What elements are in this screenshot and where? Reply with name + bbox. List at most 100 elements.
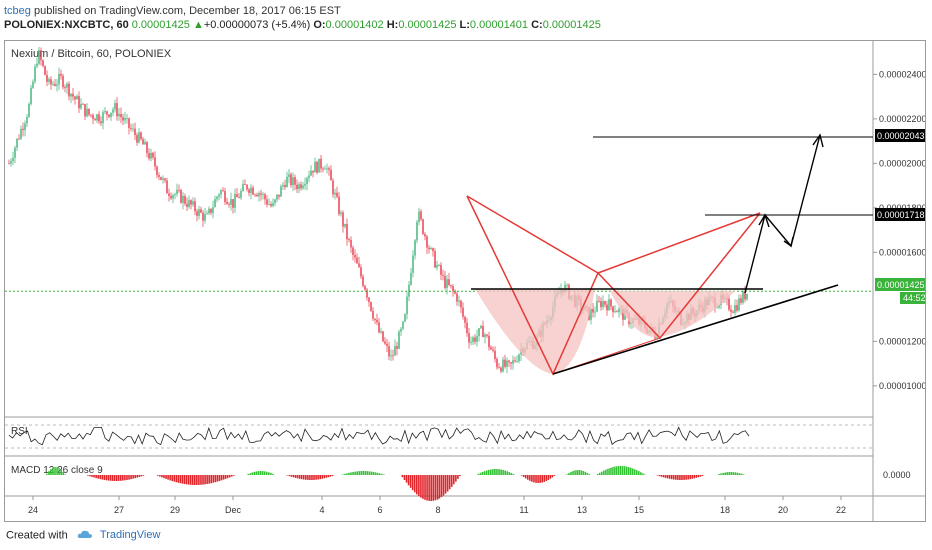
macd-bar — [134, 475, 136, 479]
macd-bar — [483, 471, 486, 475]
candle-body — [732, 311, 734, 313]
y-tick-label: 0.00001000 — [879, 381, 925, 391]
macd-bar — [214, 475, 217, 483]
candle-body — [140, 132, 142, 140]
candle-body — [490, 347, 492, 350]
macd-bar — [171, 475, 173, 482]
candle-body — [36, 63, 38, 67]
projection-arrow-3 — [812, 133, 824, 148]
macd-bar — [364, 471, 367, 475]
macd-bar — [502, 469, 504, 475]
candle-body — [86, 108, 88, 117]
candle-body — [384, 341, 386, 344]
macd-bar — [453, 475, 455, 485]
candle-body — [414, 240, 416, 256]
macd-bar — [625, 466, 628, 475]
trendline — [552, 284, 839, 375]
candle-body — [728, 298, 730, 310]
macd-bar — [524, 475, 527, 479]
candle-body — [138, 132, 140, 143]
macd-bar — [444, 475, 447, 494]
macd-bar — [687, 475, 689, 480]
macd-bar — [251, 472, 254, 475]
macd-bar — [459, 475, 461, 477]
candle-body — [330, 169, 332, 181]
candle-body — [424, 233, 426, 237]
macd-bar — [679, 475, 681, 480]
candle-body — [622, 308, 624, 320]
change-value: +0.00000073 (+5.4%) — [203, 19, 311, 31]
candle-body — [486, 334, 488, 336]
candle-body — [332, 180, 334, 195]
macd-bar — [520, 475, 523, 476]
macd-bar — [699, 475, 702, 477]
macd-bar — [424, 475, 426, 500]
macd-bar — [500, 469, 502, 475]
candle-body — [14, 147, 16, 158]
macd-bar — [549, 475, 552, 479]
candle-body — [368, 297, 370, 302]
macd-bar — [368, 471, 371, 475]
macd-bar — [537, 475, 539, 483]
macd-bar — [724, 472, 726, 475]
candle-body — [12, 157, 14, 162]
macd-bar — [175, 475, 178, 483]
macd-bar — [722, 472, 724, 475]
macd-bar — [428, 475, 430, 501]
x-tick-label: 15 — [634, 505, 644, 515]
macd-bar — [533, 475, 535, 483]
candle-body — [376, 319, 378, 323]
y-tick-label: 0.00002400 — [879, 69, 925, 79]
macd-bar — [734, 472, 737, 475]
macd-bar — [142, 475, 145, 476]
y-axis: 0.00002400 0.00002200 0.00002000 0.00001800… — [873, 69, 927, 391]
macd-bar — [728, 472, 731, 475]
macd-bar — [584, 471, 587, 475]
macd-bar — [479, 472, 482, 475]
price-chart[interactable]: Nexium / Bitcoin, 60, POLONIEX 0.0000240… — [5, 41, 927, 521]
candle-body — [604, 301, 606, 305]
candle-body — [248, 189, 250, 193]
candle-body — [218, 194, 220, 197]
macd-bar — [202, 475, 204, 485]
macd-bar — [167, 475, 169, 480]
candle-body — [364, 285, 366, 290]
candle-body — [500, 367, 502, 372]
macd-bar — [268, 472, 270, 475]
candle-body — [340, 212, 342, 215]
tradingview-link[interactable]: TradingView — [99, 529, 161, 542]
high-value: 0.00001425 — [398, 19, 457, 31]
candle-body — [178, 189, 180, 191]
macd-bar — [292, 475, 295, 478]
candle-body — [224, 191, 226, 202]
macd-bar — [91, 475, 93, 477]
candle-body — [294, 177, 296, 185]
macd-bar — [490, 469, 492, 475]
candle-body — [396, 346, 398, 349]
candle-body — [118, 113, 120, 117]
chart-frame[interactable]: Nexium / Bitcoin, 60, POLONIEX 0.0000240… — [4, 40, 927, 522]
current-price-label: 0.00001425 — [877, 280, 925, 290]
author-link[interactable]: tcbeg — [4, 5, 31, 17]
candle-body — [614, 311, 616, 313]
candle-body — [352, 247, 354, 255]
candle-body — [8, 163, 10, 165]
candle-body — [302, 185, 304, 189]
macd-bar — [603, 470, 605, 475]
candle-body — [398, 331, 400, 349]
candle-body — [744, 291, 746, 300]
candle-body — [78, 96, 80, 109]
candle-body — [406, 296, 408, 315]
macd-bar — [512, 473, 515, 475]
candle-body — [266, 199, 268, 205]
macd-bar — [224, 475, 227, 479]
macd-bar — [411, 475, 414, 491]
macd-bar — [261, 471, 264, 475]
candle-body — [394, 346, 396, 356]
candle-body — [94, 118, 96, 121]
candle-body — [66, 83, 68, 88]
macd-bar — [257, 471, 260, 475]
candle-body — [160, 176, 162, 180]
macd-bar — [640, 472, 642, 475]
macd-bar — [617, 466, 620, 475]
